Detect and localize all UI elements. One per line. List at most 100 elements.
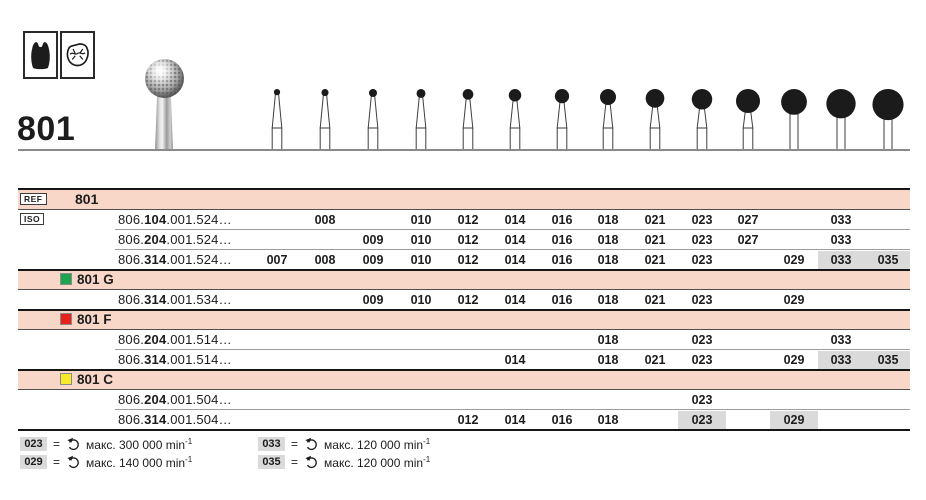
- bur-silhouette-008: [319, 89, 331, 151]
- availability-highlight: [770, 411, 818, 430]
- band-bottom-rule: [18, 329, 910, 330]
- iso-code: 806.204.001.514…: [118, 332, 232, 347]
- legend-speed-text: макс. 140 000 min-1: [86, 454, 193, 470]
- bur-silhouette-012: [462, 89, 474, 151]
- iso-row-314001534: 806.314.001.534… 009 010 012 014 016 018 021 023…: [18, 290, 910, 311]
- equals-sign: =: [291, 437, 299, 451]
- row-separator: [18, 268, 910, 271]
- row-separator: [115, 229, 910, 230]
- availability-highlight: [678, 411, 726, 430]
- size-cell-023: 023: [691, 333, 713, 347]
- band-bottom-rule: [18, 389, 910, 390]
- iso-row-314001514: 806.314.001.514… 014 018 021 023 029 033 035: [18, 350, 910, 371]
- photo-diamond-ball: [145, 59, 184, 98]
- size-cell-027: 027: [737, 233, 759, 247]
- size-cell-033: 033: [830, 233, 852, 247]
- bur-silhouette-023: [691, 89, 713, 151]
- size-cell-035: 035: [877, 353, 899, 367]
- series-band-801-C: 801 C: [18, 370, 910, 390]
- size-cell-023: 023: [691, 213, 713, 227]
- size-cell-012: 012: [457, 213, 479, 227]
- bur-silhouette-007: [271, 89, 283, 151]
- legend-item: 023 = макс. 300 000 min-1: [20, 435, 192, 453]
- row-separator: [18, 368, 910, 371]
- equals-sign: =: [291, 455, 299, 469]
- bur-silhouette-009: [367, 89, 379, 151]
- row-separator: [115, 249, 910, 250]
- legend-size-badge: 023: [20, 437, 47, 451]
- bur-silhouette-033: [826, 89, 856, 151]
- rotation-speed-icon: [305, 455, 317, 469]
- size-cell-016: 016: [551, 213, 573, 227]
- series-label: 801 C: [77, 372, 114, 387]
- bur-silhouette-035: [872, 89, 904, 151]
- band-bottom-rule: [18, 209, 910, 210]
- size-cell-008: 008: [314, 213, 336, 227]
- size-cell-012: 012: [457, 293, 479, 307]
- size-cell-014: 014: [504, 233, 526, 247]
- size-table: REF 801 ISO 806.104.001.524… 008 010 012 014 016…: [0, 190, 926, 431]
- iso-code: 806.204.001.524…: [118, 232, 232, 247]
- legend-column-1: 023 = макс. 300 000 min-1 029 = макс. 14…: [20, 435, 192, 471]
- size-cell-033: 033: [830, 213, 852, 227]
- indication-box-occlusal: [60, 31, 95, 79]
- bur-silhouette-014: [508, 89, 522, 151]
- size-cell-023: 023: [691, 353, 713, 367]
- size-cell-021: 021: [644, 233, 666, 247]
- size-cell-009: 009: [362, 253, 384, 267]
- legend-speed-text: макс. 120 000 min-1: [324, 436, 431, 452]
- series-band-801-G: 801 G: [18, 270, 910, 290]
- size-cell-021: 021: [644, 253, 666, 267]
- size-cell-009: 009: [362, 233, 384, 247]
- rotation-speed-icon: [67, 455, 79, 469]
- legend-speed-text: макс. 300 000 min-1: [86, 436, 193, 452]
- equals-sign: =: [53, 455, 61, 469]
- size-cell-029: 029: [783, 353, 805, 367]
- bur-silhouette-021: [645, 89, 665, 151]
- size-cell-018: 018: [597, 293, 619, 307]
- iso-code: 806.204.001.504…: [118, 392, 232, 407]
- row-separator: [18, 308, 910, 311]
- availability-highlight: [817, 351, 910, 370]
- baseline-rule: [18, 149, 910, 151]
- size-cell-018: 018: [597, 253, 619, 267]
- size-cell-018: 018: [597, 413, 619, 427]
- table-top-rule: [18, 188, 910, 190]
- row-separator: [115, 409, 910, 410]
- size-cell-016: 016: [551, 253, 573, 267]
- rotation-speed-icon: [67, 437, 79, 451]
- size-cell-023: 023: [691, 413, 713, 427]
- size-cell-018: 018: [597, 353, 619, 367]
- row-separator: [115, 349, 910, 350]
- size-cell-027: 027: [737, 213, 759, 227]
- iso-code: 806.314.001.524…: [118, 252, 232, 267]
- legend-item: 033 = макс. 120 000 min-1: [258, 435, 430, 453]
- size-cell-010: 010: [410, 293, 432, 307]
- size-cell-021: 021: [644, 293, 666, 307]
- iso-row-204001524: 806.204.001.524… 009 010 012 014 016 018 021 023…: [18, 230, 910, 250]
- iso-code: 806.104.001.524…: [118, 212, 232, 227]
- size-cell-029: 029: [783, 253, 805, 267]
- occlusal-surface-icon: [66, 43, 89, 67]
- badge-iso: ISO: [20, 213, 45, 225]
- size-cell-018: 018: [597, 333, 619, 347]
- series-label: 801 G: [77, 272, 114, 287]
- product-photo-bur: [144, 59, 186, 150]
- size-cell-023: 023: [691, 253, 713, 267]
- size-cell-021: 021: [644, 213, 666, 227]
- size-cell-014: 014: [504, 353, 526, 367]
- photo-shank: [155, 93, 173, 150]
- grit-swatch-red: [60, 313, 72, 325]
- size-cell-010: 010: [410, 233, 432, 247]
- legend-item: 029 = макс. 140 000 min-1: [20, 453, 192, 471]
- band-bottom-rule: [18, 289, 910, 290]
- size-cell-029: 029: [783, 293, 805, 307]
- size-cell-023: 023: [691, 293, 713, 307]
- bur-size-row: [271, 89, 904, 151]
- size-cell-014: 014: [504, 293, 526, 307]
- bur-silhouette-016: [554, 89, 570, 151]
- badge-ref: REF: [20, 193, 47, 205]
- bur-silhouette-029: [781, 89, 807, 151]
- size-cell-023: 023: [691, 233, 713, 247]
